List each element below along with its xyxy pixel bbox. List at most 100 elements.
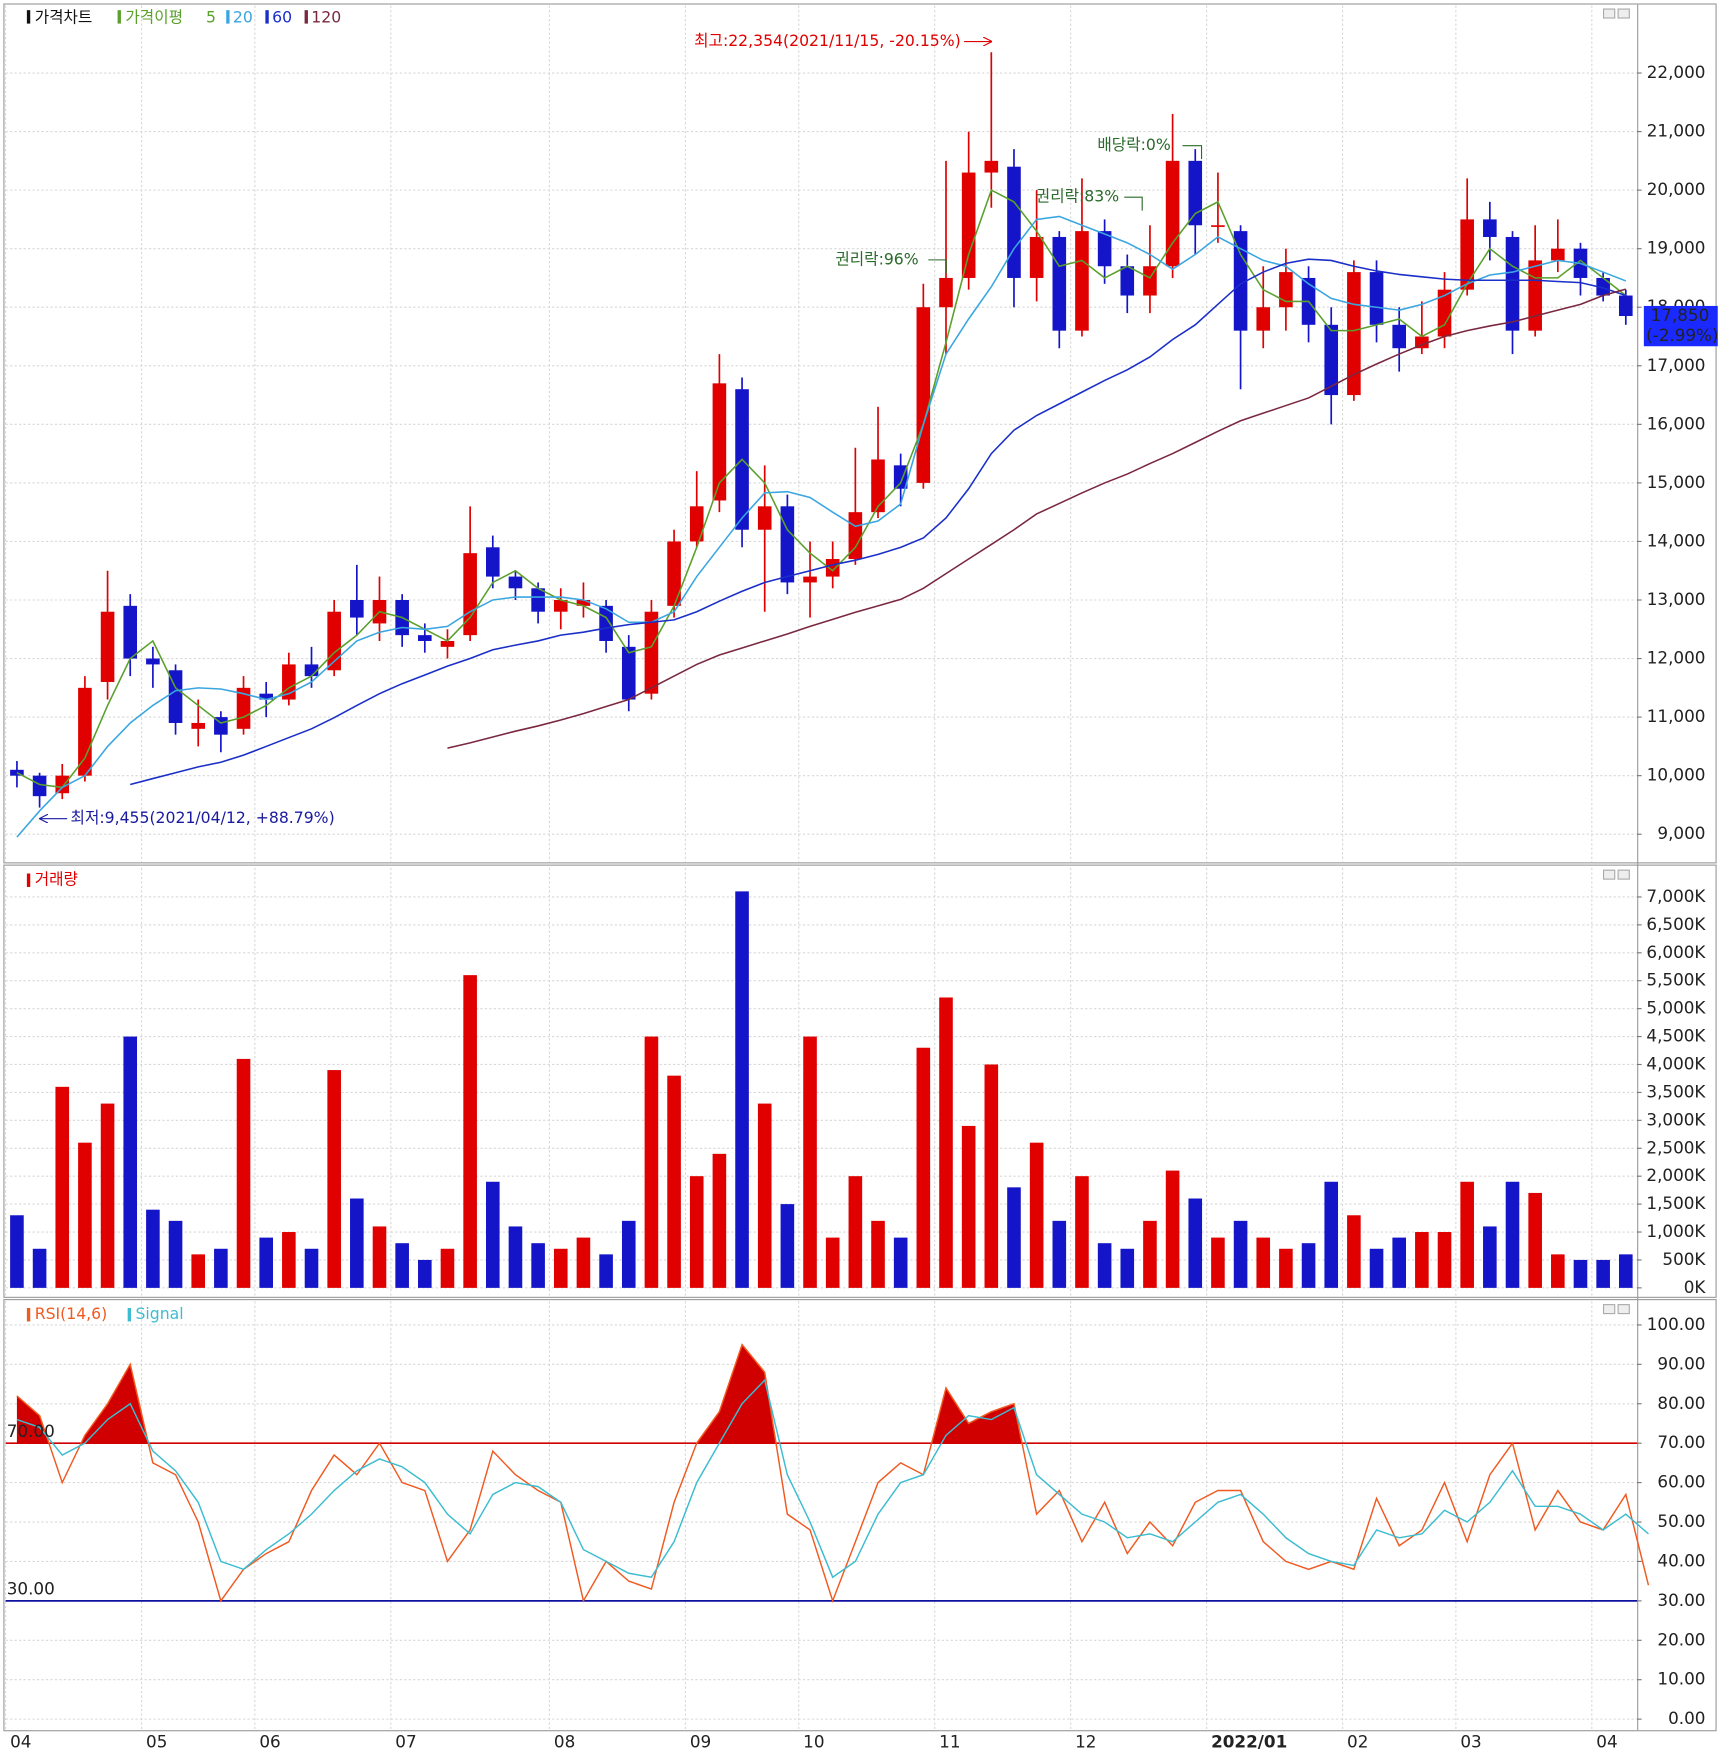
panel-buttons[interactable] [1602,8,1630,1315]
volume-bar [259,1237,273,1288]
volume-bar [848,1176,863,1288]
y-tick-label: 6,000K [1646,942,1706,962]
volume-bar [689,1176,704,1288]
candle-body [508,576,523,589]
y-tick-label: 20.00 [1657,1629,1705,1649]
candle-body [1052,236,1067,331]
legend-marker [304,10,308,24]
volume-bar [1619,1254,1633,1288]
candle-body [780,506,795,583]
y-tick-label: 30.00 [1657,1590,1705,1610]
volume-bar [1301,1243,1316,1288]
button[interactable] [1617,1304,1630,1315]
moving-average-line [447,288,1627,749]
candle-body [32,775,47,797]
y-tick-label: 500K [1662,1249,1706,1269]
annotation-arrow [928,259,947,274]
y-tick-label: 0.00 [1668,1708,1705,1728]
candle-body [939,277,953,308]
moving-average-line [16,215,1627,838]
candle-body [553,600,568,612]
button[interactable] [1602,869,1616,880]
volume-bar [1505,1181,1520,1288]
volume-bar [1279,1248,1293,1288]
volume-bar [1347,1215,1361,1288]
candle-body [1437,289,1452,337]
candle-body [1211,225,1225,227]
candle-body [1596,277,1610,296]
candle-body [259,693,273,700]
candle-body [1165,160,1180,267]
volume-bar [825,1237,840,1288]
candle-body [757,506,772,530]
candle-body [1483,219,1497,237]
button[interactable] [1602,1304,1616,1315]
volume-bar [576,1237,591,1288]
candle-body [531,588,545,612]
last-price: 17,850 [1651,305,1710,325]
y-tick-label: 10.00 [1657,1669,1705,1689]
candle-body [78,687,92,776]
last-change: (-2.99%) [1646,325,1718,345]
y-tick-label: 3,500K [1646,1081,1706,1101]
volume-bar [1075,1176,1089,1288]
volume-bar [780,1204,795,1288]
volume-bar [55,1086,70,1288]
button[interactable] [1617,8,1630,19]
candle-body [168,670,183,723]
volume-bar [531,1243,545,1288]
x-tick-label: 12 [1075,1731,1096,1751]
legend-candles: 가격차트 [35,8,93,27]
volume-bar [372,1226,387,1288]
x-tick-label: 05 [146,1731,167,1751]
y-tick-label: 14,000 [1647,530,1706,550]
candle-body [440,640,455,647]
volume-bar [1120,1248,1135,1288]
volume-bar [508,1226,523,1288]
volume-bar [191,1254,206,1288]
candle-body [871,459,885,513]
grid [5,5,1642,1731]
volume-bar [1324,1181,1339,1288]
volume-bar [712,1153,727,1288]
signal-line [16,1378,1649,1579]
panel-frames [3,3,1717,1732]
y-tick-label: 19,000 [1647,238,1706,258]
y-tick-label: 16,000 [1647,413,1706,433]
y-tick-label: 50.00 [1657,1511,1705,1531]
legend-ma20: 20 [233,8,253,27]
legend-ma: 가격이평 [125,8,183,27]
candle-body [712,383,727,501]
volume-bar [1233,1220,1248,1288]
candle-body [961,172,976,278]
candle-body [916,307,931,483]
candle-body [485,547,500,577]
candle-body [1097,231,1112,267]
volume-bar [1392,1237,1407,1288]
candle-body [984,160,999,173]
candle-body [1528,260,1542,331]
y-tick-label: 60.00 [1657,1472,1705,1492]
x-tick-label: 08 [554,1731,575,1751]
candle-body [1233,231,1248,331]
volume-bar [1188,1198,1203,1288]
candle-body [689,506,704,542]
candle-body [191,722,206,729]
legend-marker [265,10,269,24]
candle-body [1120,266,1135,296]
volume-bar [236,1058,251,1288]
button[interactable] [1617,869,1630,880]
y-tick-label: 22,000 [1647,62,1706,82]
x-tick-label: 10 [803,1731,824,1751]
y-tick-label: 17,000 [1647,355,1706,375]
y-tick-label: 15,000 [1647,472,1706,492]
annotation-dividend: 배당락:0% [1097,135,1170,154]
candle-body [55,775,70,794]
volume-bar [463,975,477,1288]
candle-body [1551,248,1565,261]
legend-marker [26,1308,31,1322]
button[interactable] [1602,8,1616,19]
annotation-rights: 권리락:83% [1036,187,1119,206]
volume-bar [168,1220,183,1288]
candle-body [350,600,364,618]
